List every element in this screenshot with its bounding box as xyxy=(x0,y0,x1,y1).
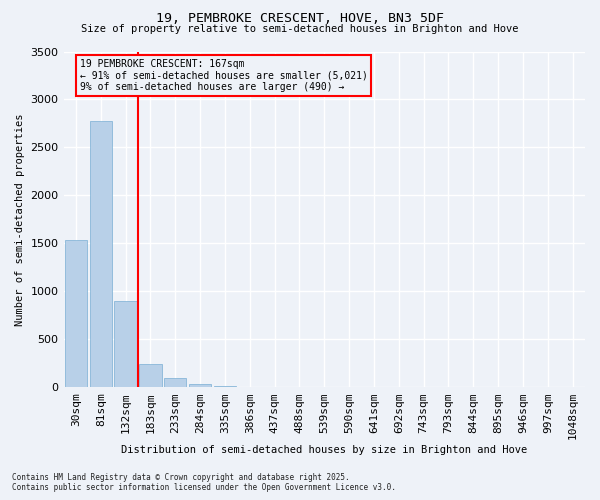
Bar xyxy=(164,378,187,388)
Bar xyxy=(89,120,112,388)
Bar xyxy=(214,386,236,388)
Text: 19, PEMBROKE CRESCENT, HOVE, BN3 5DF: 19, PEMBROKE CRESCENT, HOVE, BN3 5DF xyxy=(156,12,444,26)
Bar xyxy=(115,301,137,388)
Bar xyxy=(189,384,211,388)
Text: Size of property relative to semi-detached houses in Brighton and Hove: Size of property relative to semi-detach… xyxy=(81,24,519,34)
Bar xyxy=(139,364,161,388)
Bar xyxy=(239,386,261,388)
Text: 19 PEMBROKE CRESCENT: 167sqm
← 91% of semi-detached houses are smaller (5,021)
9: 19 PEMBROKE CRESCENT: 167sqm ← 91% of se… xyxy=(80,59,368,92)
Text: Contains HM Land Registry data © Crown copyright and database right 2025.
Contai: Contains HM Land Registry data © Crown c… xyxy=(12,473,396,492)
Y-axis label: Number of semi-detached properties: Number of semi-detached properties xyxy=(15,113,25,326)
Bar xyxy=(65,240,87,388)
X-axis label: Distribution of semi-detached houses by size in Brighton and Hove: Distribution of semi-detached houses by … xyxy=(121,445,527,455)
